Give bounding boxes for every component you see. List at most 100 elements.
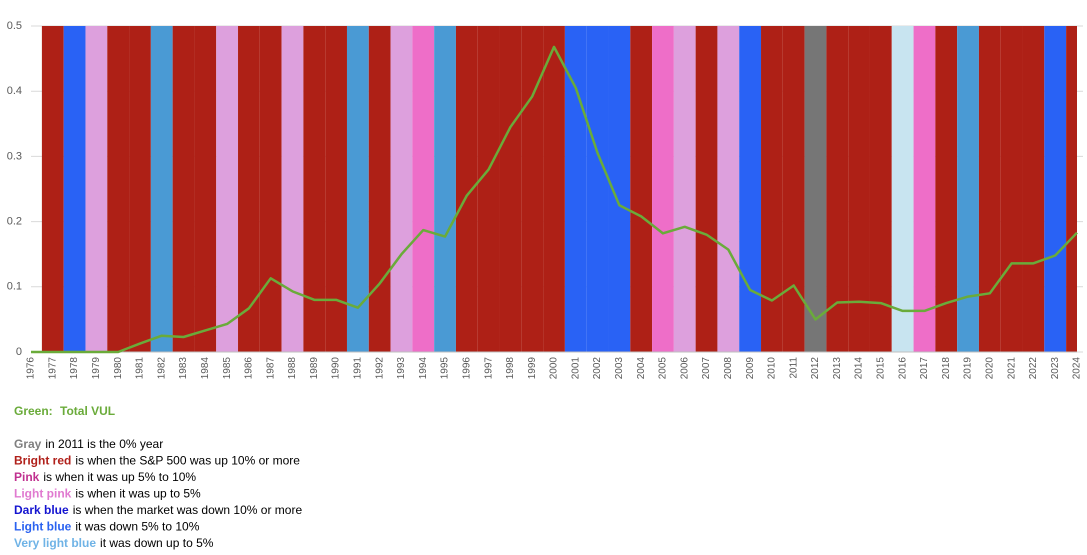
x-tick-label: 1982 [156,357,167,380]
year-band [455,26,478,352]
year-band [216,26,239,352]
year-band [150,26,173,352]
x-tick-label: 2010 [767,357,778,380]
year-band [85,26,108,352]
x-tick-label: 1991 [353,357,364,380]
year-band [63,26,86,352]
x-tick-label: 1980 [113,357,124,380]
x-tick-label: 1977 [47,357,58,380]
x-tick-label: 2013 [832,357,843,380]
x-tick-label: 2011 [788,357,799,379]
year-band [608,26,631,352]
note-text: is when it was up 5% to 10% [43,470,196,484]
x-tick-label: 2003 [614,357,625,380]
year-band [172,26,195,352]
x-tick-label: 2014 [854,357,865,380]
year-band [826,26,849,352]
x-tick-label: 2020 [984,357,995,380]
note-label: Light pink [14,487,72,501]
series-legend-name: Total VUL [60,404,115,418]
x-tick-label: 1983 [178,357,189,380]
year-band [1066,26,1077,352]
x-tick-label: 1984 [200,357,211,380]
color-note: Pink is when it was up 5% to 10% [14,470,196,484]
color-note: Very light blue it was down up to 5% [14,536,214,550]
x-tick-label: 1992 [374,357,385,380]
note-label: Bright red [14,454,71,468]
year-band [107,26,130,352]
year-band [368,26,391,352]
year-band [761,26,783,352]
year-band [129,26,151,352]
x-tick-label: 1976 [26,357,37,380]
color-notes: Gray in 2011 is the 0% year Bright red is w… [14,437,302,550]
x-tick-label: 2022 [1028,357,1039,380]
x-tick-label: 1978 [69,357,80,380]
year-band [499,26,522,352]
x-tick-label: 2021 [1006,357,1017,380]
year-band [848,26,870,352]
x-tick-label: 2018 [941,357,952,380]
year-band [869,26,892,352]
color-note: Gray in 2011 is the 0% year [14,437,163,451]
y-tick-label: 0.4 [7,85,22,97]
x-tick-label: 2017 [919,357,930,380]
y-tick-label: 0.3 [7,150,22,162]
note-label: Pink [14,470,40,484]
year-band [935,26,958,352]
year-band [1022,26,1045,352]
x-tick-label: 2004 [636,357,647,380]
year-band [978,26,1001,352]
x-tick-label: 2001 [570,357,581,380]
year-band [913,26,936,352]
x-tick-label: 1990 [331,357,342,380]
x-tick-label: 2024 [1072,357,1083,380]
year-band [695,26,718,352]
x-tick-label: 1997 [483,357,494,380]
year-band [543,26,565,352]
year-band [891,26,914,352]
note-label: Dark blue [14,503,69,517]
year-band [652,26,674,352]
year-band [673,26,696,352]
x-tick-label: 1998 [505,357,516,380]
series-legend: Green: Total VUL [14,404,115,418]
note-text: in 2011 is the 0% year [45,437,163,451]
color-note: Bright red is when the S&P 500 was up 10%… [14,454,300,468]
year-band [804,26,827,352]
year-band [238,26,260,352]
year-band [303,26,326,352]
note-label: Gray [14,437,42,451]
year-band [259,26,282,352]
x-tick-label: 1988 [287,357,298,380]
year-band [477,26,500,352]
year-band [1044,26,1067,352]
x-tick-label: 1999 [527,357,538,380]
x-tick-label: 1987 [265,357,276,380]
year-band [390,26,413,352]
x-tick-label: 2016 [897,357,908,380]
x-tick-label: 1981 [135,357,146,380]
note-label: Light blue [14,520,72,534]
year-band [1000,26,1023,352]
year-band [717,26,740,352]
x-tick-label: 2002 [592,357,603,380]
note-text: is when it was up to 5% [75,487,201,501]
year-band [325,26,347,352]
year-band [281,26,304,352]
y-tick-label: 0.2 [7,216,22,228]
x-tick-label: 1986 [244,357,255,380]
x-tick-label: 2015 [876,357,887,380]
year-band [586,26,609,352]
year-band [412,26,435,352]
x-tick-label: 2012 [810,357,821,380]
year-band [346,26,369,352]
plot-area: 0 0.1 0.2 0.3 0.4 0.5 1976 1977 1978 1979 1980 1981… [7,20,1083,379]
note-text: is when the S&P 500 was up 10% or more [75,454,300,468]
year-band [434,26,456,352]
color-note: Dark blue is when the market was down 10%… [14,503,302,517]
color-note: Light pink is when it was up to 5% [14,487,201,501]
year-band [957,26,979,352]
series-line [31,45,1078,354]
x-tick-label: 2009 [745,357,756,380]
